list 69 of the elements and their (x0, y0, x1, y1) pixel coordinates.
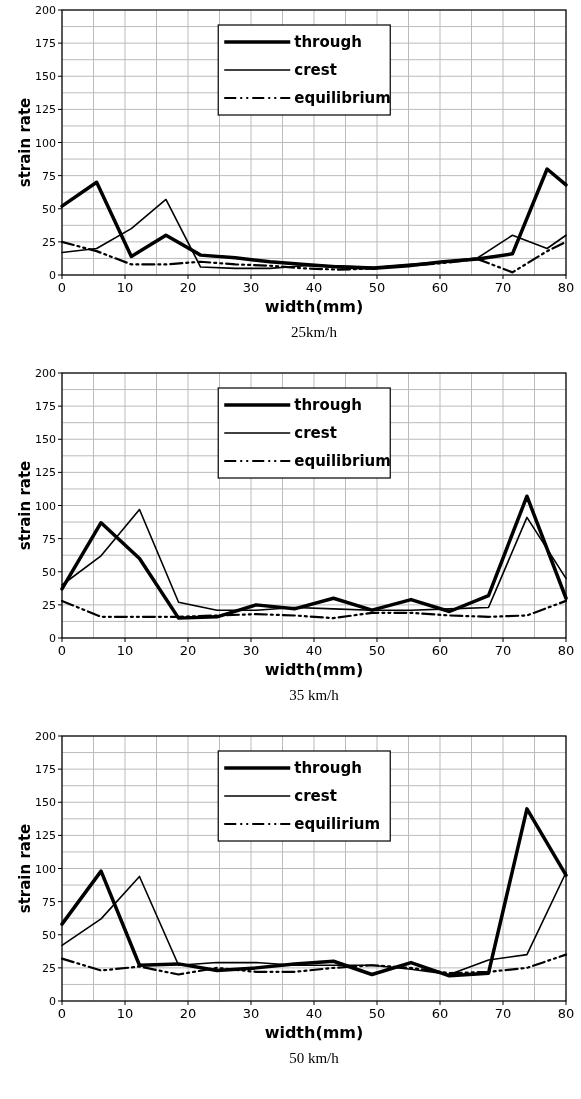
y-tick-label: 25 (42, 235, 56, 249)
x-tick-label: 10 (116, 643, 134, 658)
y-tick-label: 100 (35, 136, 56, 150)
y-tick-label: 0 (49, 995, 56, 1008)
legend-label: through (294, 33, 362, 51)
x-tick-label: 50 (368, 280, 386, 295)
x-tick-label: 60 (431, 280, 449, 295)
legend-label: equilirium (294, 815, 381, 833)
x-tick-label: 80 (557, 280, 575, 295)
x-tick-label: 10 (116, 1006, 134, 1021)
y-tick-label: 50 (42, 928, 56, 942)
y-tick-label: 50 (42, 565, 56, 579)
legend-label: equilibrium (294, 89, 391, 107)
x-tick-label: 70 (494, 280, 512, 295)
y-tick-label: 75 (42, 895, 56, 909)
x-tick-label: 10 (116, 280, 134, 295)
y-axis-title: strain rate (16, 823, 34, 914)
x-tick-label: 70 (494, 643, 512, 658)
x-axis-title: width(mm) (264, 297, 364, 316)
legend-label: equilibrium (294, 452, 391, 470)
y-tick-label: 175 (35, 763, 56, 777)
y-tick-label: 75 (42, 169, 56, 183)
legend-label: crest (294, 424, 337, 442)
y-tick-label: 100 (35, 862, 56, 876)
y-axis-title: strain rate (16, 460, 34, 551)
y-tick-label: 0 (49, 269, 56, 282)
x-tick-label: 20 (179, 643, 197, 658)
x-tick-label: 20 (179, 1006, 197, 1021)
x-tick-label: 50 (368, 1006, 386, 1021)
y-tick-label: 50 (42, 202, 56, 216)
x-tick-label: 20 (179, 280, 197, 295)
y-tick-label: 175 (35, 400, 56, 414)
legend-label: through (294, 396, 362, 414)
x-tick-label: 40 (305, 1006, 323, 1021)
y-tick-label: 200 (35, 730, 56, 743)
x-tick-label: 30 (242, 643, 260, 658)
legend-label: crest (294, 787, 337, 805)
x-tick-label: 80 (557, 643, 575, 658)
y-axis-title: strain rate (16, 97, 34, 188)
x-tick-label: 30 (242, 1006, 260, 1021)
y-tick-label: 150 (35, 796, 56, 810)
x-tick-label: 60 (431, 643, 449, 658)
y-tick-label: 125 (35, 466, 56, 480)
x-tick-label: 80 (557, 1006, 575, 1021)
text: 50 km/h (289, 1050, 340, 1066)
x-tick-label: 70 (494, 1006, 512, 1021)
legend-label: through (294, 759, 362, 777)
y-tick-label: 150 (35, 433, 56, 447)
y-tick-label: 100 (35, 499, 56, 513)
x-tick-label: 40 (305, 280, 323, 295)
y-tick-label: 25 (42, 961, 56, 975)
y-tick-label: 200 (35, 367, 56, 380)
x-axis-title: width(mm) (264, 1023, 364, 1042)
x-axis-title: width(mm) (264, 660, 364, 679)
legend-label: crest (294, 61, 337, 79)
y-tick-label: 75 (42, 532, 56, 546)
y-tick-label: 200 (35, 4, 56, 17)
text: 25km/h (291, 324, 338, 340)
text: 35 km/h (289, 687, 340, 703)
y-tick-label: 125 (35, 103, 56, 117)
x-tick-label: 50 (368, 643, 386, 658)
y-tick-label: 175 (35, 37, 56, 51)
y-tick-label: 125 (35, 829, 56, 843)
y-tick-label: 25 (42, 598, 56, 612)
y-tick-label: 150 (35, 70, 56, 84)
x-tick-label: 30 (242, 280, 260, 295)
y-tick-label: 0 (49, 632, 56, 645)
x-tick-label: 60 (431, 1006, 449, 1021)
x-tick-label: 40 (305, 643, 323, 658)
